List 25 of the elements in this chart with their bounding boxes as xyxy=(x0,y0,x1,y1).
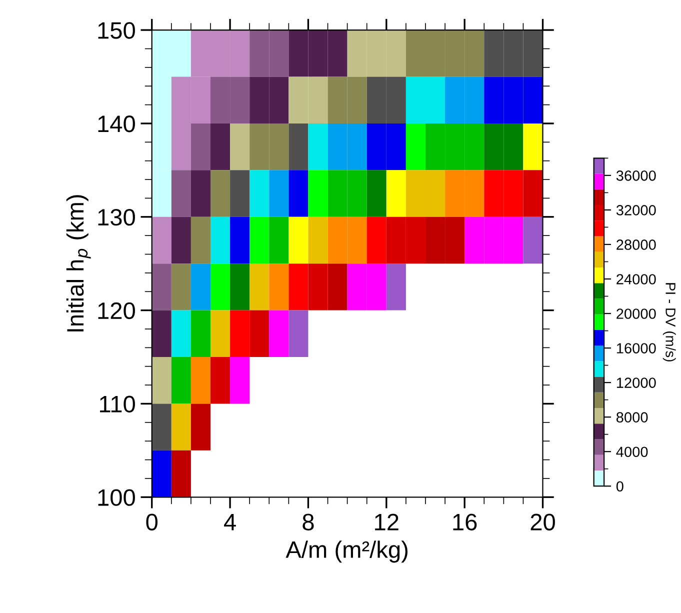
color-bar-title: PI - DV (m/s) xyxy=(662,283,676,362)
y-tick-label: 150 xyxy=(98,22,135,39)
y-tick-label: 100 xyxy=(98,489,135,506)
y-tick-label: 130 xyxy=(98,208,135,226)
color-bar-label: 4000 xyxy=(616,446,648,458)
color-bar-label: 8000 xyxy=(616,412,648,422)
color-bar-label: 16000 xyxy=(616,343,656,354)
y-tick-label: 110 xyxy=(100,396,135,413)
color-bar-label: 24000 xyxy=(616,274,656,284)
y-tick-label: 120 xyxy=(98,302,135,320)
color-bar-label: 28000 xyxy=(616,240,656,250)
color-bar-label: 36000 xyxy=(616,170,656,181)
color-bar-label: 20000 xyxy=(616,308,656,319)
x-tick-label: 12 xyxy=(375,514,398,530)
color-bar-label: 12000 xyxy=(616,378,656,388)
y-tick-label: 140 xyxy=(98,116,135,132)
x-tick-label: 0 xyxy=(146,514,158,530)
x-axis-title: A/m (m²/kg) xyxy=(286,540,408,563)
x-tick-label: 20 xyxy=(530,514,555,530)
x-tick-label: 4 xyxy=(224,514,236,530)
y-axis-title: Initial h$_{p}$ (km) xyxy=(66,195,91,332)
color-bar-label: 0 xyxy=(616,481,624,492)
x-tick-label: 16 xyxy=(453,514,477,530)
x-tick-label: 8 xyxy=(302,514,314,530)
color-bar-label: 32000 xyxy=(616,205,656,216)
